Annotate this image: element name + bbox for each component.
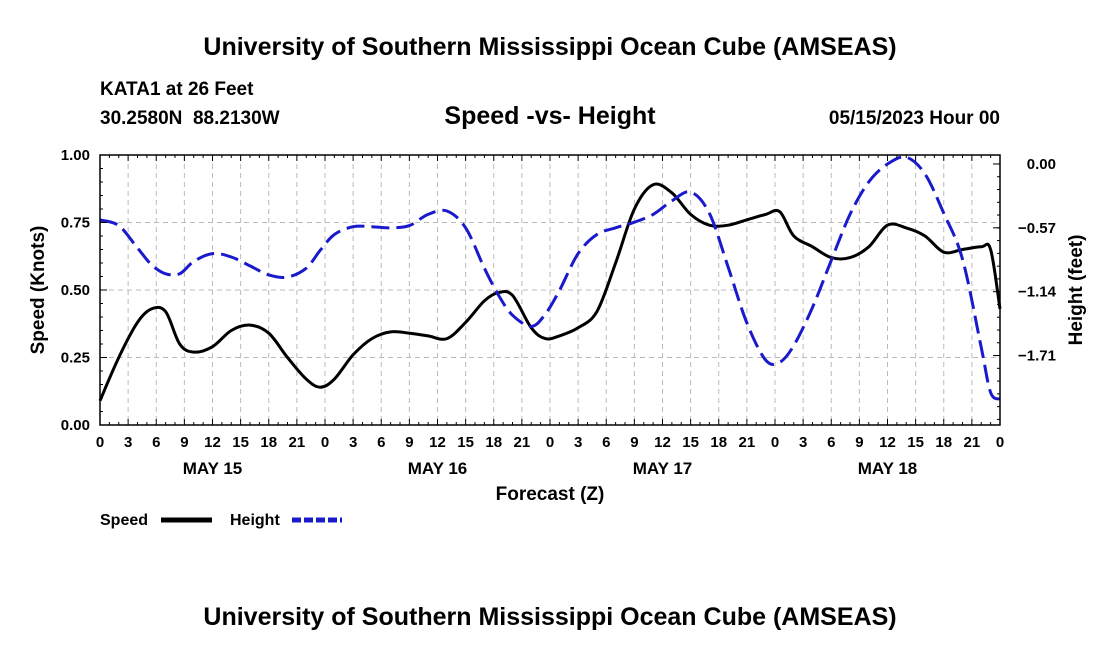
x-tick-label: 21: [514, 434, 531, 451]
y-tick-label: 0.25: [61, 350, 90, 367]
x-tick-label: 9: [405, 434, 413, 451]
station-coords: 30.2580N 88.2130W: [100, 108, 280, 129]
legend-speed-label: Speed: [100, 512, 148, 529]
station-name: KATA1 at 26 Feet: [100, 79, 254, 100]
y-axis-title: Speed (Knots): [28, 226, 49, 355]
chart-title: Speed -vs- Height: [444, 102, 656, 130]
x-tick-label: 21: [964, 434, 981, 451]
x-tick-label: 12: [204, 434, 221, 451]
x-tick-label: 18: [935, 434, 952, 451]
x-tick-label: 3: [349, 434, 357, 451]
y2-tick-label: −1.71: [1018, 348, 1056, 365]
x-day-label: MAY 17: [633, 459, 693, 478]
y2-axis-title: Height (feet): [1066, 235, 1087, 346]
y-tick-label: 0.50: [61, 282, 90, 299]
x-tick-label: 21: [739, 434, 756, 451]
x-tick-label: 0: [96, 434, 104, 451]
footer-title: University of Southern Mississippi Ocean…: [203, 603, 896, 631]
x-axis-title: Forecast (Z): [496, 484, 605, 505]
x-tick-label: 0: [771, 434, 779, 451]
series-lines: [98, 155, 1002, 402]
x-tick-label: 18: [260, 434, 277, 451]
height-series-line: [99, 155, 1001, 401]
x-tick-label: 15: [682, 434, 699, 451]
x-tick-label: 0: [546, 434, 554, 451]
y2-tick-label: −0.57: [1018, 220, 1056, 237]
x-tick-label: 18: [485, 434, 502, 451]
x-tick-label: 12: [654, 434, 671, 451]
y2-tick-label: 0.00: [1027, 156, 1056, 173]
x-tick-label: 12: [429, 434, 446, 451]
legend: Speed Height: [100, 512, 342, 529]
x-tick-label: 6: [377, 434, 385, 451]
page-title: University of Southern Mississippi Ocean…: [203, 33, 896, 61]
x-tick-label: 9: [180, 434, 188, 451]
x-tick-label: 3: [799, 434, 807, 451]
forecast-date: 05/15/2023 Hour 00: [829, 108, 1000, 129]
x-tick-label: 9: [630, 434, 638, 451]
x-tick-label: 9: [855, 434, 863, 451]
y2-tick-label: −1.14: [1018, 284, 1057, 301]
legend-height-label: Height: [230, 512, 280, 529]
x-tick-label: 21: [289, 434, 306, 451]
x-tick-label: 6: [602, 434, 610, 451]
y-tick-label: 1.00: [61, 147, 90, 164]
speed-series-line: [98, 182, 1002, 402]
x-tick-label: 0: [321, 434, 329, 451]
y-tick-label: 0.75: [61, 215, 90, 232]
x-tick-label: 12: [879, 434, 896, 451]
x-day-label: MAY 18: [858, 459, 918, 478]
y-tick-label: 0.00: [61, 417, 90, 434]
x-tick-label: 6: [152, 434, 160, 451]
x-day-label: MAY 15: [183, 459, 243, 478]
x-tick-label: 3: [124, 434, 132, 451]
x-tick-label: 15: [457, 434, 474, 451]
x-tick-label: 15: [907, 434, 924, 451]
x-day-label: MAY 16: [408, 459, 468, 478]
grid-lines: [100, 155, 1000, 425]
axis-ticks: 0 3 6 9 12 15 18 21 0 3 6 9 12 15 18 21 0 3 6 9 12 15 18 21 0 3 6 9…: [61, 147, 1057, 478]
x-tick-label: 15: [232, 434, 249, 451]
x-tick-label: 6: [827, 434, 835, 451]
x-tick-label: 0: [996, 434, 1004, 451]
x-tick-label: 18: [710, 434, 727, 451]
x-tick-label: 3: [574, 434, 582, 451]
